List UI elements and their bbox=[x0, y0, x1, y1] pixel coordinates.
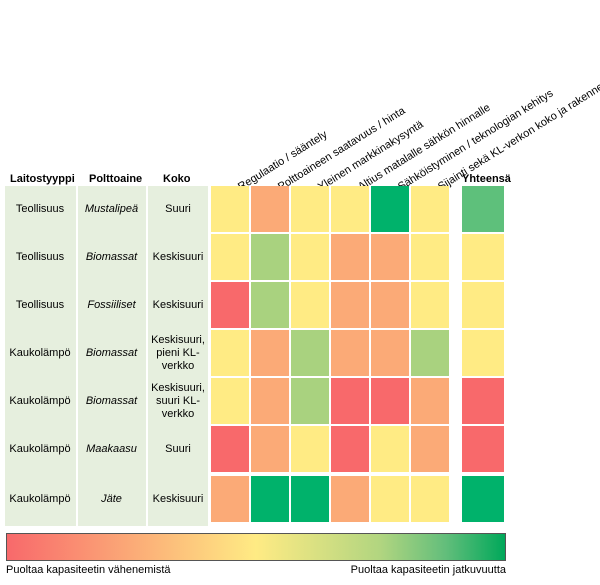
legend-right-label: Puoltaa kapasiteetin jatkuvuutta bbox=[350, 564, 506, 576]
row-size-4: Keskisuuri, suuri KL-verkko bbox=[151, 381, 205, 420]
heat-cell-1-5 bbox=[411, 234, 449, 280]
heat-cell-0-2 bbox=[291, 186, 329, 232]
heat-cell-1-3 bbox=[331, 234, 369, 280]
heat-cell-1-2 bbox=[291, 234, 329, 280]
heat-cell-6-1 bbox=[251, 476, 289, 522]
heat-cell-0-1 bbox=[251, 186, 289, 232]
row-type-0: Teollisuus bbox=[15, 202, 65, 215]
heat-cell-2-4 bbox=[371, 282, 409, 328]
row-type-6: Kaukolämpö bbox=[9, 492, 71, 505]
heat-cell-5-0 bbox=[211, 426, 249, 472]
row-type-1: Teollisuus bbox=[15, 250, 65, 263]
row-size-6: Keskisuuri bbox=[152, 492, 204, 505]
heat-cell-3-3 bbox=[331, 330, 369, 376]
total-cell-5 bbox=[462, 426, 504, 472]
heat-cell-4-3 bbox=[331, 378, 369, 424]
header-koko: Koko bbox=[163, 173, 191, 185]
heat-cell-6-0 bbox=[211, 476, 249, 522]
heat-cell-1-0 bbox=[211, 234, 249, 280]
legend-gradient-bar bbox=[6, 533, 506, 561]
row-fuel-0: Mustalipeä bbox=[84, 202, 139, 215]
row-fuel-6: Jäte bbox=[101, 492, 122, 505]
heat-cell-6-3 bbox=[331, 476, 369, 522]
header-polttoaine: Polttoaine bbox=[89, 173, 143, 185]
header-laitostyyppi: Laitostyyppi bbox=[10, 173, 75, 185]
legend-left-label: Puoltaa kapasiteetin vähenemistä bbox=[6, 564, 171, 576]
header-yhteensa: Yhteensä bbox=[462, 173, 511, 185]
heat-cell-2-1 bbox=[251, 282, 289, 328]
total-cell-3 bbox=[462, 330, 504, 376]
heat-cell-4-2 bbox=[291, 378, 329, 424]
heat-cell-4-4 bbox=[371, 378, 409, 424]
label-separator-2 bbox=[146, 186, 148, 526]
row-fuel-4: Biomassat bbox=[85, 394, 138, 407]
heat-cell-5-5 bbox=[411, 426, 449, 472]
row-fuel-3: Biomassat bbox=[85, 346, 138, 359]
row-fuel-2: Fossiiliset bbox=[87, 298, 136, 311]
total-cell-4 bbox=[462, 378, 504, 424]
row-type-5: Kaukolämpö bbox=[9, 442, 71, 455]
row-size-5: Suuri bbox=[165, 442, 191, 455]
heat-cell-0-5 bbox=[411, 186, 449, 232]
heat-cell-5-2 bbox=[291, 426, 329, 472]
heat-cell-3-2 bbox=[291, 330, 329, 376]
heat-cell-4-5 bbox=[411, 378, 449, 424]
label-separator-3 bbox=[208, 186, 210, 526]
heat-cell-6-4 bbox=[371, 476, 409, 522]
row-size-2: Keskisuuri bbox=[152, 298, 204, 311]
row-fuel-1: Biomassat bbox=[85, 250, 138, 263]
heat-cell-5-1 bbox=[251, 426, 289, 472]
row-fuel-5: Maakaasu bbox=[86, 442, 137, 455]
heat-cell-3-5 bbox=[411, 330, 449, 376]
total-cell-2 bbox=[462, 282, 504, 328]
heat-cell-0-4 bbox=[371, 186, 409, 232]
row-size-1: Keskisuuri bbox=[152, 250, 204, 263]
total-cell-1 bbox=[462, 234, 504, 280]
heat-cell-4-1 bbox=[251, 378, 289, 424]
heat-cell-2-0 bbox=[211, 282, 249, 328]
row-type-2: Teollisuus bbox=[15, 298, 65, 311]
heat-cell-6-2 bbox=[291, 476, 329, 522]
row-type-4: Kaukolämpö bbox=[9, 394, 71, 407]
heat-cell-3-1 bbox=[251, 330, 289, 376]
heat-cell-4-0 bbox=[211, 378, 249, 424]
heat-cell-3-0 bbox=[211, 330, 249, 376]
heat-cell-6-5 bbox=[411, 476, 449, 522]
heat-cell-5-3 bbox=[331, 426, 369, 472]
heat-cell-2-5 bbox=[411, 282, 449, 328]
heat-cell-2-2 bbox=[291, 282, 329, 328]
row-type-3: Kaukolämpö bbox=[9, 346, 71, 359]
heat-cell-1-4 bbox=[371, 234, 409, 280]
heat-cell-0-0 bbox=[211, 186, 249, 232]
row-size-0: Suuri bbox=[165, 202, 191, 215]
heat-cell-3-4 bbox=[371, 330, 409, 376]
heat-cell-2-3 bbox=[331, 282, 369, 328]
label-separator-1 bbox=[76, 186, 78, 526]
heat-cell-0-3 bbox=[331, 186, 369, 232]
row-size-3: Keskisuuri, pieni KL-verkko bbox=[151, 333, 205, 372]
label-area bbox=[5, 186, 209, 526]
total-cell-6 bbox=[462, 476, 504, 522]
heat-cell-5-4 bbox=[371, 426, 409, 472]
heat-cell-1-1 bbox=[251, 234, 289, 280]
total-cell-0 bbox=[462, 186, 504, 232]
